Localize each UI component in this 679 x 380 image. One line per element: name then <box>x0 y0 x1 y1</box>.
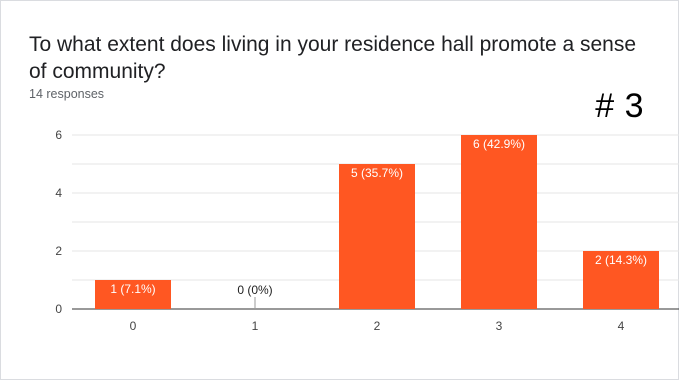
y-tick-label: 4 <box>55 186 62 200</box>
data-label: 2 (14.3%) <box>595 253 647 267</box>
data-label: 5 (35.7%) <box>351 166 403 180</box>
bar-2 <box>339 164 415 309</box>
handwritten-annotation: # 3 <box>595 87 644 125</box>
response-count: 14 responses <box>29 87 105 101</box>
y-tick-label: 2 <box>55 244 62 258</box>
x-tick-label: 4 <box>618 319 625 333</box>
x-tick-label: 2 <box>374 319 381 333</box>
y-tick-label: 6 <box>55 128 62 142</box>
x-tick-label: 0 <box>130 319 137 333</box>
bar-0 <box>95 280 171 309</box>
x-tick-label: 3 <box>496 319 503 333</box>
data-label: 1 (7.1%) <box>110 282 155 296</box>
y-tick-label: 0 <box>55 302 62 316</box>
question-title: To what extent does living in your resid… <box>29 33 637 83</box>
bar-4 <box>583 251 659 309</box>
bar-3 <box>461 135 537 309</box>
data-label: 0 (0%) <box>237 283 272 297</box>
data-label: 6 (42.9%) <box>473 137 525 151</box>
x-tick-label: 1 <box>252 319 259 333</box>
